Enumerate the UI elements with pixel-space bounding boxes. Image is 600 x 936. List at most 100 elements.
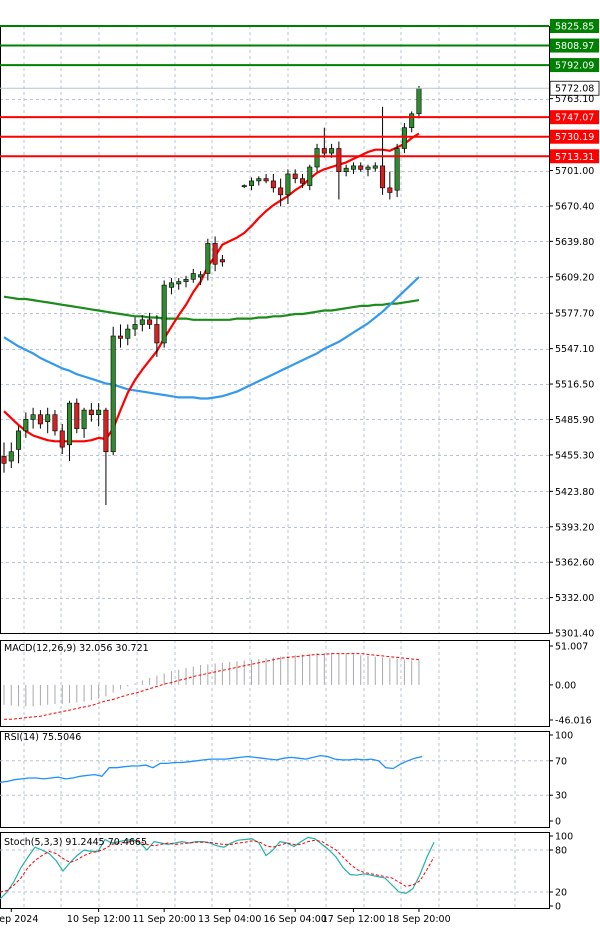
level-label: 5808.97 bbox=[555, 41, 594, 52]
candle bbox=[285, 169, 291, 205]
candle bbox=[365, 164, 371, 177]
rsi-tick-label: 100 bbox=[555, 731, 573, 742]
candle bbox=[212, 236, 218, 272]
candle bbox=[190, 268, 196, 283]
candle-body bbox=[314, 148, 320, 168]
candle-body bbox=[183, 278, 189, 282]
candle bbox=[117, 324, 123, 348]
candle bbox=[8, 442, 14, 468]
price-tick-label: 5455.30 bbox=[555, 450, 594, 461]
candle bbox=[270, 173, 276, 193]
candle bbox=[350, 162, 356, 174]
candle bbox=[96, 403, 102, 427]
price-tick-label: 5577.70 bbox=[555, 309, 594, 320]
candle-body bbox=[110, 335, 116, 453]
candle-body bbox=[321, 148, 327, 154]
candle-body bbox=[161, 284, 167, 344]
macd-tick-label: -46.016 bbox=[555, 716, 592, 727]
candle bbox=[387, 171, 393, 200]
candle-body bbox=[263, 178, 269, 182]
candle bbox=[219, 254, 225, 267]
candle bbox=[88, 403, 94, 422]
candle-body bbox=[292, 173, 298, 179]
stoch-k-line bbox=[0, 836, 435, 900]
candle bbox=[67, 400, 73, 462]
candle bbox=[103, 407, 109, 505]
candle bbox=[81, 407, 87, 438]
candle-body bbox=[23, 419, 29, 432]
candle-body bbox=[52, 414, 58, 432]
candle-body bbox=[219, 259, 225, 263]
time-tick-label: 10 Sep 12:00 bbox=[67, 914, 130, 925]
candle-body bbox=[212, 243, 218, 265]
candle bbox=[161, 280, 167, 348]
candle bbox=[168, 278, 174, 295]
current-price-label-bg bbox=[549, 80, 600, 96]
level-label: 5713.31 bbox=[555, 152, 594, 163]
level-label: 5792.09 bbox=[555, 61, 594, 72]
panel-frame bbox=[0, 640, 550, 727]
rsi-tick-label: 30 bbox=[555, 791, 567, 802]
candle bbox=[110, 326, 116, 456]
candle bbox=[292, 169, 298, 184]
candle-body bbox=[270, 180, 276, 189]
candle bbox=[401, 123, 407, 154]
moving-average-green bbox=[3, 295, 420, 321]
level-label: 5747.07 bbox=[555, 113, 594, 124]
level-label-bg bbox=[550, 149, 599, 164]
candle bbox=[249, 177, 255, 191]
candle-body bbox=[147, 319, 153, 325]
candle-body bbox=[372, 165, 378, 169]
candle-body bbox=[205, 243, 211, 274]
level-label-bg bbox=[550, 129, 599, 144]
level-label: 5730.19 bbox=[555, 132, 594, 143]
candle-body bbox=[329, 148, 335, 154]
time-tick-label: 16 Sep 04:00 bbox=[263, 914, 326, 925]
candle bbox=[263, 173, 269, 184]
price-axis: 5825.85 5808.97 5792.09 5747.07 5730.19 5713.… bbox=[549, 19, 600, 913]
price-tick-label: 5547.10 bbox=[555, 344, 594, 355]
candle bbox=[30, 407, 36, 429]
candle bbox=[307, 164, 313, 191]
level-label-bg bbox=[550, 38, 599, 53]
level-label: 5825.85 bbox=[555, 22, 594, 33]
panel-frame bbox=[0, 731, 550, 828]
candle-body bbox=[190, 273, 196, 280]
candle bbox=[37, 410, 43, 429]
candle-body bbox=[45, 414, 51, 422]
candle-body bbox=[154, 324, 160, 344]
time-tick-label: 13 Sep 04:00 bbox=[198, 914, 261, 925]
candle bbox=[59, 423, 65, 455]
price-tick-label: 5639.80 bbox=[555, 237, 594, 248]
stochastic-title: Stoch(5,3,3) 91.2445 70.4665 bbox=[4, 837, 147, 848]
candle-body bbox=[67, 402, 73, 446]
candle-body bbox=[387, 187, 393, 193]
candle-body bbox=[365, 166, 371, 170]
candle-body bbox=[401, 127, 407, 149]
price-tick-label: 5362.60 bbox=[555, 558, 594, 569]
stochastic-panel bbox=[0, 836, 549, 900]
price-tick-label: 5516.50 bbox=[555, 380, 594, 391]
candle bbox=[125, 324, 131, 346]
candle-body bbox=[168, 282, 174, 288]
time-tick-label: 9 Sep 2024 bbox=[0, 914, 38, 925]
price-tick-label: 5485.90 bbox=[555, 415, 594, 426]
price-tick-label: 5301.40 bbox=[555, 629, 594, 640]
candle-body bbox=[139, 319, 145, 325]
candle-body bbox=[380, 165, 386, 189]
candle-body bbox=[59, 430, 65, 448]
candle-body bbox=[343, 167, 349, 172]
candle bbox=[147, 312, 153, 330]
candle-body bbox=[176, 281, 182, 285]
current-price-label: 5772.08 bbox=[555, 84, 594, 95]
rsi-title: RSI(14) 75.5046 bbox=[4, 732, 81, 743]
candle bbox=[183, 275, 189, 288]
stoch-d-line bbox=[0, 839, 435, 893]
macd-panel bbox=[3, 652, 420, 720]
macd-signal-line bbox=[4, 653, 420, 720]
stoch-tick-label: 100 bbox=[555, 832, 573, 843]
level-label-bg bbox=[550, 58, 599, 73]
